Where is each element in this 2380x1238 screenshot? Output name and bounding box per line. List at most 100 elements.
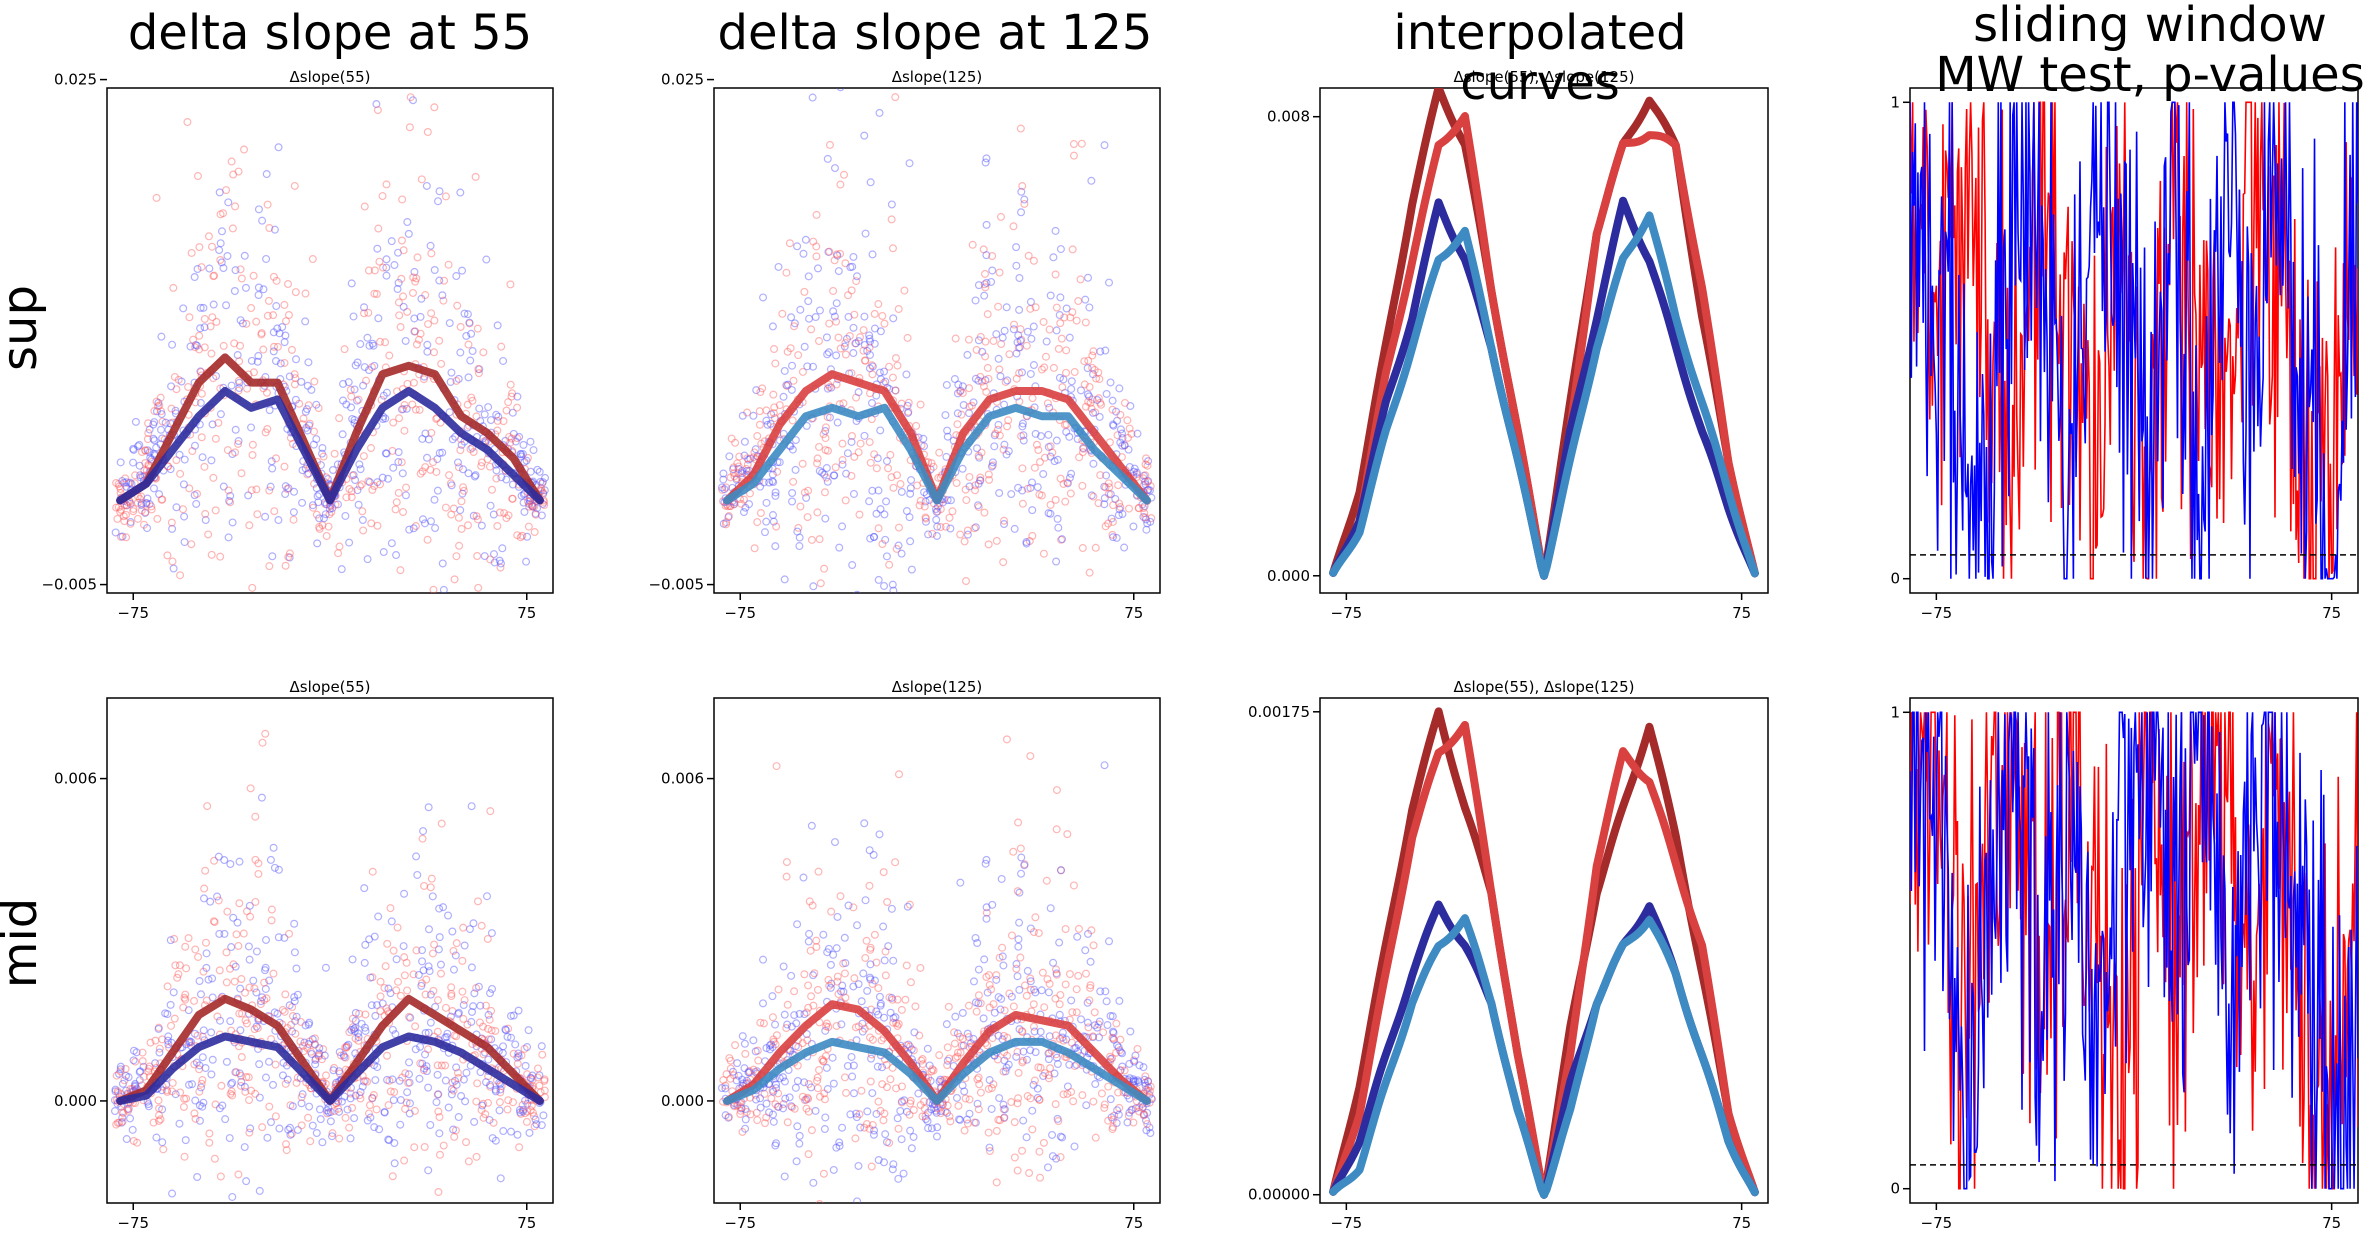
scatter-point (380, 1107, 389, 1116)
scatter-point (1013, 338, 1022, 347)
scatter-point (920, 1104, 929, 1113)
scatter-point (943, 432, 952, 441)
scatter-point (849, 349, 858, 358)
scatter-point (538, 478, 547, 487)
scatter-point (829, 286, 838, 295)
scatter-point (216, 255, 225, 264)
scatter-point (374, 224, 383, 233)
scatter-point (892, 1084, 901, 1093)
scatter-point (135, 440, 144, 449)
scatter-point (406, 1013, 415, 1022)
scatter-point (389, 463, 398, 472)
scatter-point (837, 1020, 846, 1029)
scatter-point (235, 857, 244, 866)
scatter-point (960, 1126, 969, 1135)
scatter-point (998, 943, 1007, 952)
scatter-point (1018, 499, 1027, 508)
scatter-point (813, 1073, 822, 1082)
scatter-point (888, 580, 897, 589)
scatter-point (824, 247, 833, 256)
scatter-point (793, 1061, 802, 1070)
scatter-point (963, 530, 972, 539)
scatter-point (524, 1026, 533, 1035)
scatter-point (414, 335, 423, 344)
scatter-point (291, 395, 300, 404)
scatter-point (379, 391, 388, 400)
scatter-point (782, 268, 791, 277)
scatter-point (767, 1094, 776, 1103)
scatter-point (1129, 1056, 1138, 1065)
scatter-point (285, 929, 294, 938)
scatter-point (249, 976, 258, 985)
scatter-point (893, 471, 902, 480)
scatter-point (504, 1096, 513, 1105)
scatter-point (815, 1200, 824, 1203)
scatter-point (174, 970, 183, 979)
scatter-point (316, 1115, 325, 1124)
scatter-point (333, 500, 342, 509)
scatter-point (516, 450, 525, 459)
scatter-point (514, 1052, 523, 1061)
scatter-point (254, 859, 263, 868)
scatter-point (1118, 510, 1127, 519)
scatter-point (749, 1065, 758, 1074)
scatter-point (434, 945, 443, 954)
scatter-point (1147, 514, 1156, 523)
scatter-point (1068, 308, 1077, 317)
scatter-point (902, 370, 911, 379)
x-tick-label: −75 (1331, 1214, 1363, 1232)
scatter-point (1049, 363, 1058, 372)
scatter-point (1069, 1097, 1078, 1106)
scatter-point (1140, 1110, 1149, 1119)
scatter-point (1097, 400, 1106, 409)
scatter-point (804, 1094, 813, 1103)
scatter-point (1108, 405, 1117, 414)
x-tick-label: −75 (724, 604, 756, 622)
scatter-point (717, 1083, 726, 1092)
scatter-point (771, 1100, 780, 1109)
scatter-point (436, 418, 445, 427)
scatter-point (395, 414, 404, 423)
scatter-point (481, 1078, 490, 1087)
scatter-point (323, 1106, 332, 1115)
scatter-point (878, 540, 887, 549)
scatter-point (961, 1094, 970, 1103)
scatter-point (1075, 453, 1084, 462)
y-tick-label: 0.025 (54, 71, 97, 89)
scatter-point (434, 1188, 443, 1197)
scatter-point (1046, 1064, 1055, 1073)
scatter-point (972, 345, 981, 354)
scatter-point (984, 1084, 993, 1093)
scatter-point (448, 435, 457, 444)
scatter-point (1045, 403, 1054, 412)
scatter-point (979, 1014, 988, 1023)
scatter-point (462, 1138, 471, 1147)
scatter-point (802, 493, 811, 502)
scatter-point (339, 1051, 348, 1060)
scatter-point (1035, 458, 1044, 467)
scatter-point (1089, 1032, 1098, 1041)
scatter-point (482, 255, 491, 264)
scatter-point (201, 516, 210, 525)
scatter-point (435, 1129, 444, 1138)
scatter-point (179, 480, 188, 489)
scatter-point (145, 1062, 154, 1071)
scatter-point (1072, 1008, 1081, 1017)
scatter-point (989, 1000, 998, 1009)
scatter-point (1010, 1118, 1019, 1127)
scatter-point (437, 1061, 446, 1070)
scatter-point (885, 362, 894, 371)
scatter-point (823, 154, 832, 163)
scatter-point (411, 1022, 420, 1031)
scatter-point (351, 1016, 360, 1025)
scatter-point (463, 310, 472, 319)
scatter-point (768, 1086, 777, 1095)
scatter-point (765, 478, 774, 487)
scatter-point (780, 575, 789, 584)
scatter-point (793, 920, 802, 929)
scatter-point (143, 494, 152, 503)
scatter-point (889, 314, 898, 323)
scatter-point (832, 317, 841, 326)
scatter-point (470, 989, 479, 998)
scatter-point (410, 267, 419, 276)
